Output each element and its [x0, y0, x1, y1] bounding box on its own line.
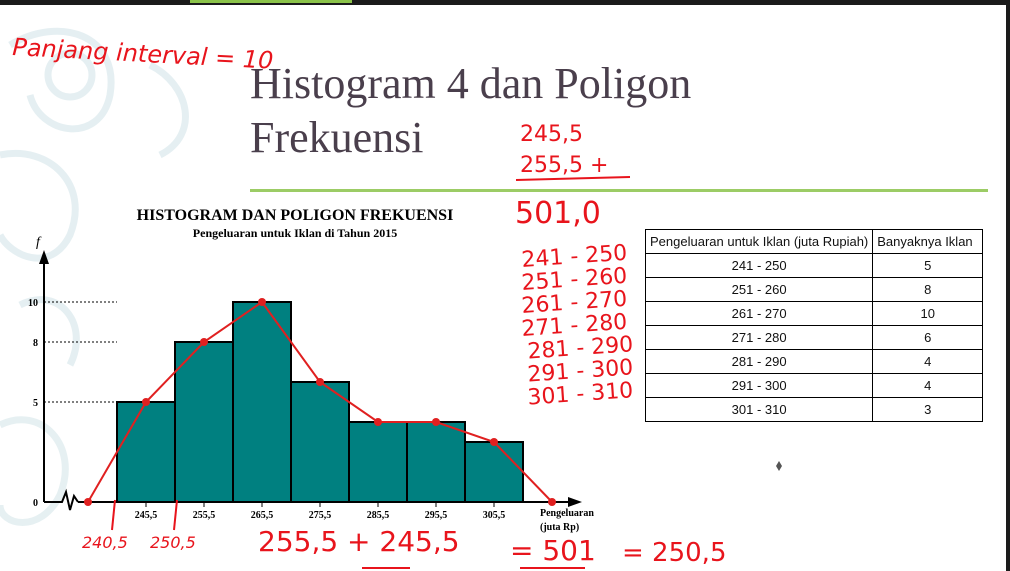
cursor-marker: [776, 461, 782, 471]
table-row: 281 - 290 4: [644, 349, 984, 374]
table-cell-count: 5: [872, 253, 984, 278]
table-header-range: Pengeluaran untuk Iklan (juta Rupiah): [644, 229, 874, 254]
table-cell-range: 291 - 300: [644, 373, 874, 398]
polygon-point: [258, 298, 266, 306]
y-tick-label: 0: [33, 498, 38, 509]
y-axis-label: f: [36, 235, 42, 250]
histogram-bar: [406, 421, 466, 503]
table-cell-range: 261 - 270: [644, 301, 874, 326]
table-cell-range: 271 - 280: [644, 325, 874, 350]
x-tick-label: 295,5: [425, 510, 448, 521]
histogram-bar: [116, 401, 176, 503]
polygon-point: [432, 418, 440, 426]
y-tick-label: 8: [33, 338, 38, 349]
table-row: 261 - 270 10: [644, 301, 984, 326]
histogram-bar: [464, 441, 524, 503]
slide-title-line2: Frekuensi: [250, 113, 424, 162]
window-right-edge: [1006, 0, 1010, 571]
x-tick-label: 275,5: [309, 510, 332, 521]
table-cell-range: 241 - 250: [644, 253, 874, 278]
polygon-point: [316, 378, 324, 386]
x-axis-label-line1: Pengeluaran: [540, 508, 594, 519]
histogram-bar: [174, 341, 234, 503]
x-tick-label: 285,5: [367, 510, 390, 521]
y-tick-label: 10: [28, 298, 38, 309]
table-header-row: Pengeluaran untuk Iklan (juta Rupiah) Ba…: [644, 229, 984, 254]
slide-title: Histogram 4 dan Poligon Frekuensi: [250, 57, 850, 165]
x-tick-label: 255,5: [193, 510, 216, 521]
table-cell-range: 281 - 290: [644, 349, 874, 374]
table-cell-count: 4: [872, 373, 984, 398]
table-cell-count: 10: [872, 301, 984, 326]
x-tick-label: 305,5: [483, 510, 506, 521]
frequency-table: Pengeluaran untuk Iklan (juta Rupiah) Ba…: [644, 229, 984, 422]
table-row: 241 - 250 5: [644, 253, 984, 278]
tab-accent: [190, 0, 352, 3]
x-tick-label: 245,5: [135, 510, 158, 521]
table-cell-count: 8: [872, 277, 984, 302]
histogram-bar: [232, 301, 292, 503]
annotation-underline: [515, 176, 631, 181]
x-axis-label-line2: (juta Rp): [540, 522, 579, 533]
table-row: 271 - 280 6: [644, 325, 984, 350]
axis-break: [44, 488, 79, 511]
y-axis-arrow: [39, 250, 49, 264]
x-tick-label: 265,5: [251, 510, 274, 521]
slide-title-line1: Histogram 4 dan Poligon: [250, 59, 692, 108]
polygon-point: [142, 398, 150, 406]
polygon-point: [84, 498, 92, 506]
table-row: 291 - 300 4: [644, 373, 984, 398]
table-cell-count: 3: [872, 397, 984, 422]
table-cell-count: 4: [872, 349, 984, 374]
annotation-midpoint: = 250,5: [622, 538, 726, 568]
polygon-point: [548, 498, 556, 506]
floral-decoration: [0, 27, 189, 526]
table-cell-count: 6: [872, 325, 984, 350]
slide: Histogram 4 dan Poligon Frekuensi HISTOG…: [0, 5, 1006, 571]
histogram-bar: [348, 421, 408, 503]
table-cell-range: 251 - 260: [644, 277, 874, 302]
table-row: 301 - 310 3: [644, 397, 984, 422]
x-axis-arrow: [568, 497, 582, 507]
chart-title: HISTOGRAM DAN POLIGON FREKUENSI: [137, 207, 454, 224]
window-top-bar: [0, 0, 1010, 5]
histogram-chart: HISTOGRAM DAN POLIGON FREKUENSI Pengelua…: [28, 207, 594, 533]
table-row: 251 - 260 8: [644, 277, 984, 302]
histogram-bar: [290, 381, 350, 503]
table-header-count: Banyaknya Iklan: [872, 229, 984, 254]
table-cell-range: 301 - 310: [644, 397, 874, 422]
title-divider: [250, 189, 988, 192]
polygon-point: [200, 338, 208, 346]
polygon-point: [490, 438, 498, 446]
y-tick-label: 5: [33, 398, 38, 409]
polygon-point: [374, 418, 382, 426]
chart-subtitle: Pengeluaran untuk Iklan di Tahun 2015: [193, 226, 397, 240]
